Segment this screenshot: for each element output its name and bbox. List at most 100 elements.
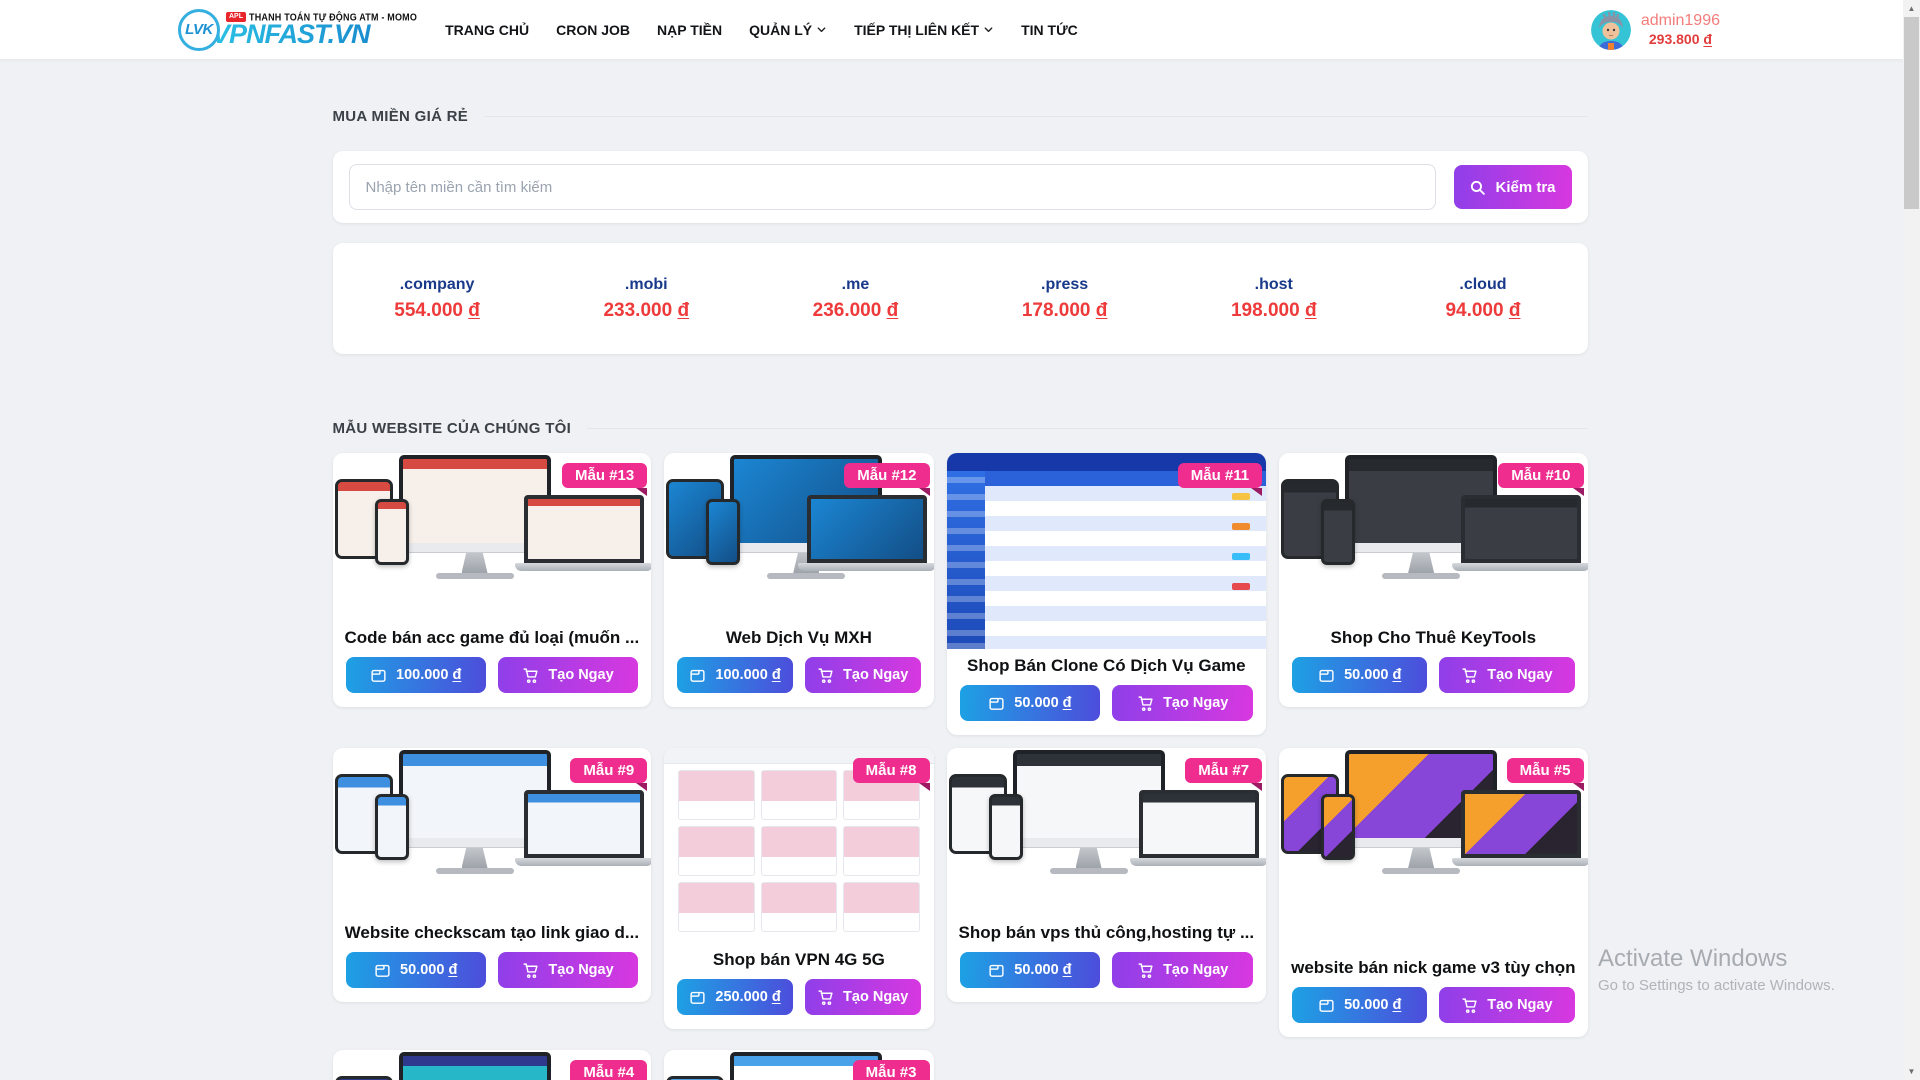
template-card: Mẫu #4 xyxy=(332,1050,652,1080)
tld-name[interactable]: .me xyxy=(841,275,870,293)
template-card: Mẫu #7 Shop bán vps thủ công,hosting tự … xyxy=(946,748,1267,1002)
brand-name: VPNFAST.VN xyxy=(212,20,417,48)
chevron-down-icon xyxy=(816,24,827,35)
cart-icon xyxy=(523,667,538,683)
wallet-icon xyxy=(989,697,1004,710)
domain-search-panel: Kiểm tra xyxy=(332,151,1588,223)
scrollbar-thumb[interactable] xyxy=(1904,17,1919,209)
domain-search-input[interactable] xyxy=(348,164,1436,210)
domain-check-button[interactable]: Kiểm tra xyxy=(1453,165,1572,209)
price-button[interactable]: 50.000 đ xyxy=(1292,657,1428,693)
nav-item-cronjob[interactable]: CRON JOB xyxy=(556,21,630,38)
template-preview-image[interactable] xyxy=(1279,748,1588,951)
create-button[interactable]: Tạo Ngay xyxy=(804,657,921,693)
template-preview-image[interactable] xyxy=(1279,453,1588,621)
domain-section-heading: MUA MIỀN GIÁ RẺ xyxy=(333,108,1588,125)
template-card: Mẫu #5 website bán nick game v3 tùy chọn… xyxy=(1279,748,1588,1037)
template-preview-image[interactable] xyxy=(947,748,1267,916)
create-button[interactable]: Tạo Ngay xyxy=(1439,657,1575,693)
template-preview-image[interactable] xyxy=(664,748,934,943)
nav-item-deposit[interactable]: NẠP TIỀN xyxy=(657,21,723,38)
nav-item-news[interactable]: TIN TỨC xyxy=(1021,21,1078,38)
price-button[interactable]: 100.000 đ xyxy=(345,657,486,693)
tld-item: .company 554.000 đ xyxy=(333,276,542,322)
create-button[interactable]: Tạo Ngay xyxy=(1112,685,1254,721)
wallet-icon xyxy=(690,991,705,1004)
chevron-down-icon xyxy=(983,24,994,35)
tld-name[interactable]: .press xyxy=(1041,275,1089,293)
create-button[interactable]: Tạo Ngay xyxy=(1112,952,1254,988)
logo-circle: LVK xyxy=(178,8,220,51)
template-badge: Mẫu #12 xyxy=(844,463,930,496)
nav-item-affiliate[interactable]: TIẾP THỊ LIÊN KẾT xyxy=(854,22,994,38)
site-logo[interactable]: LVK APL THANH TOÁN TỰ ĐỘNG ATM - MOMO VP… xyxy=(178,0,417,59)
template-preview-image[interactable] xyxy=(333,748,652,916)
activate-windows-watermark: Activate Windows Go to Settings to activ… xyxy=(1598,945,1835,994)
template-card: Mẫu #8 Shop bán VPN 4G 5G 250.000 đ Tạo … xyxy=(664,748,934,1029)
cart-icon xyxy=(1462,997,1477,1013)
wallet-icon xyxy=(1319,999,1334,1012)
template-badge: Mẫu #3 xyxy=(852,1060,930,1080)
price-button[interactable]: 100.000 đ xyxy=(677,657,793,693)
create-button[interactable]: Tạo Ngay xyxy=(497,657,639,693)
template-preview-image[interactable] xyxy=(333,1050,652,1080)
tld-name[interactable]: .mobi xyxy=(624,275,668,293)
nav-item-manage[interactable]: QUẢN LÝ xyxy=(749,22,827,38)
template-preview-image[interactable] xyxy=(333,453,652,621)
template-title: Website checkscam tạo link giao d... xyxy=(344,923,640,942)
wallet-icon xyxy=(989,964,1004,977)
cart-icon xyxy=(1462,667,1477,683)
nav-item-home[interactable]: TRANG CHỦ xyxy=(445,21,530,38)
tld-name[interactable]: .host xyxy=(1254,275,1293,293)
template-badge: Mẫu #7 xyxy=(1185,758,1263,791)
template-card: Mẫu #9 Website checkscam tạo link giao d… xyxy=(332,748,652,1002)
wallet-icon xyxy=(375,964,390,977)
template-preview-image[interactable] xyxy=(946,453,1267,649)
scrollbar[interactable]: ▲ ▼ xyxy=(1903,0,1920,1080)
tld-price: 198.000 đ xyxy=(1230,299,1317,321)
price-button[interactable]: 50.000 đ xyxy=(959,685,1101,721)
template-badge: Mẫu #4 xyxy=(570,1060,648,1080)
template-badge: Mẫu #10 xyxy=(1498,463,1584,496)
create-button[interactable]: Tạo Ngay xyxy=(497,952,639,988)
scrollbar-up-arrow[interactable]: ▲ xyxy=(1907,4,1916,13)
username: admin1996 xyxy=(1640,11,1720,29)
tld-price: 94.000 đ xyxy=(1445,299,1521,321)
price-button[interactable]: 50.000 đ xyxy=(345,952,486,988)
price-button[interactable]: 50.000 đ xyxy=(959,952,1101,988)
cart-icon xyxy=(523,962,538,978)
heading-rule xyxy=(587,428,1588,429)
cart-icon xyxy=(1138,962,1153,978)
avatar xyxy=(1590,9,1631,50)
template-badge: Mẫu #5 xyxy=(1506,758,1584,791)
wallet-icon xyxy=(371,669,386,682)
search-icon xyxy=(1471,180,1486,195)
template-card: Mẫu #12 Web Dịch Vụ MXH 100.000 đ Tạo Ng… xyxy=(664,453,934,707)
tld-price: 178.000 đ xyxy=(1021,299,1108,321)
scrollbar-down-arrow[interactable]: ▼ xyxy=(1907,1067,1916,1076)
create-button[interactable]: Tạo Ngay xyxy=(804,979,921,1015)
template-title: Shop bán VPN 4G 5G xyxy=(712,950,885,969)
cart-icon xyxy=(1138,695,1153,711)
template-title: Web Dịch Vụ MXH xyxy=(725,628,872,647)
price-button[interactable]: 50.000 đ xyxy=(1292,987,1428,1023)
template-title: website bán nick game v3 tùy chọn xyxy=(1291,958,1576,977)
template-badge: Mẫu #11 xyxy=(1177,463,1263,496)
cart-icon xyxy=(818,989,833,1005)
template-title: Shop Cho Thuê KeyTools xyxy=(1330,628,1537,647)
tld-name[interactable]: .company xyxy=(399,275,475,293)
cart-icon xyxy=(818,667,833,683)
tld-price-list: .company 554.000 đ .mobi 233.000 đ .me 2… xyxy=(332,243,1588,354)
user-account-menu[interactable]: admin1996 293.800 đ xyxy=(1590,9,1720,50)
create-button[interactable]: Tạo Ngay xyxy=(1439,987,1575,1023)
user-balance: 293.800 đ xyxy=(1648,30,1712,47)
tld-name[interactable]: .cloud xyxy=(1459,275,1507,293)
tld-price: 554.000 đ xyxy=(394,299,480,321)
top-navigation-bar: LVK APL THANH TOÁN TỰ ĐỘNG ATM - MOMO VP… xyxy=(0,0,1920,60)
tld-item: .cloud 94.000 đ xyxy=(1378,276,1587,322)
template-preview-image[interactable] xyxy=(664,453,934,621)
logo-tagline: THANH TOÁN TỰ ĐỘNG ATM - MOMO xyxy=(249,11,418,23)
tld-item: .mobi 233.000 đ xyxy=(542,276,751,322)
price-button[interactable]: 250.000 đ xyxy=(677,979,793,1015)
template-card: Mẫu #10 Shop Cho Thuê KeyTools 50.000 đ … xyxy=(1279,453,1588,707)
